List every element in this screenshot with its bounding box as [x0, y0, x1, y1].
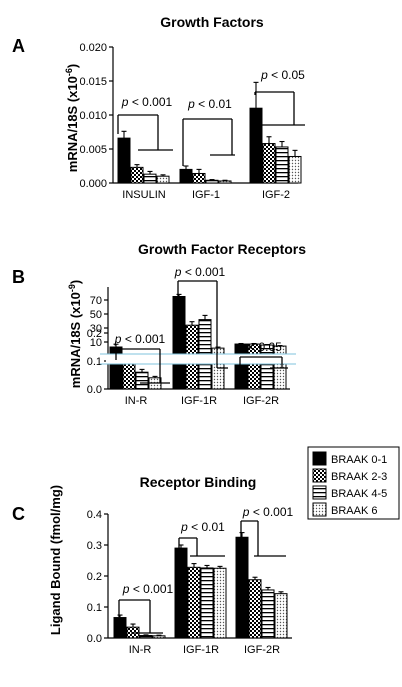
x-category-label-b: IGF-2R — [243, 395, 279, 407]
panel-label-a: A — [12, 36, 25, 56]
x-category-label-c: IGF-1R — [183, 644, 219, 656]
bar-c-3 — [213, 567, 227, 639]
y-tick-label-a: 0.010 — [79, 110, 107, 122]
p-value-label-b: p < 0.001 — [174, 265, 226, 279]
y-tick-label-b: 0.0 — [87, 384, 102, 396]
bar-a-0 — [249, 107, 263, 184]
bar-a-1 — [130, 166, 144, 184]
legend-swatch-3 — [312, 502, 327, 517]
y-tick-label-b: 0.2 — [87, 328, 102, 340]
bar-b-2 — [135, 371, 149, 390]
y-tick-label-b: 50 — [90, 309, 102, 321]
legend-swatch-1 — [312, 468, 327, 483]
y-tick-label-a: 0.015 — [79, 76, 107, 88]
bar-c-2 — [200, 567, 214, 639]
p-value-label-b: p < 0.001 — [114, 332, 166, 346]
bar-a-3 — [288, 155, 302, 184]
p-value-label-a: p < 0.05 — [260, 68, 305, 82]
legend-label-0: BRAAK 0-1 — [331, 454, 387, 466]
y-tick-label-a: 0.020 — [79, 42, 107, 54]
x-category-label-a: IGF-2 — [262, 189, 290, 201]
y-tick-label-c: 0.4 — [87, 509, 102, 521]
y-tick-label-b: 10 — [90, 337, 102, 349]
p-value-label-c: p < 0.001 — [122, 582, 174, 596]
x-category-label-a: IGF-1 — [192, 189, 220, 201]
bar-a-2 — [275, 146, 289, 184]
y-tick-label-b: 0.1 — [87, 356, 102, 368]
y-tick-label-a: 0.000 — [79, 178, 107, 190]
p-value-label-b: p < 0.05 — [237, 340, 282, 354]
bar-c-2 — [261, 589, 275, 639]
bar-a-1 — [192, 172, 206, 184]
bar-a-2 — [143, 173, 157, 184]
bar-c-1 — [248, 579, 262, 639]
y-tick-label-c: 0.0 — [87, 633, 102, 645]
y-tick-label-a: 0.005 — [79, 144, 107, 156]
bar-a-0 — [179, 168, 193, 184]
y-axis-label-c: Ligand Bound (fmol/mg) — [48, 485, 63, 635]
y-tick-label-b: 30 — [90, 323, 102, 335]
bar-c-0 — [235, 536, 249, 639]
chart-title-b: Growth Factor Receptors — [138, 241, 306, 257]
chart-title-c: Receptor Binding — [140, 474, 257, 490]
bar-c-0 — [174, 547, 188, 639]
y-axis-label-b: mRNA/18S (x10-9) — [67, 280, 83, 388]
chart-title-a: Growth Factors — [160, 14, 264, 30]
p-value-label-a: p < 0.01 — [187, 97, 232, 111]
legend-label-3: BRAAK 6 — [331, 505, 377, 517]
legend-swatch-2 — [312, 485, 327, 500]
legend: BRAAK 0-1 BRAAK 2-3 BRAAK 4-5 BRAAK 6 — [307, 446, 400, 520]
x-category-label-a: INSULIN — [122, 189, 165, 201]
bar-c-2 — [139, 635, 153, 639]
bar-c-3 — [274, 593, 288, 639]
bar-a-3 — [156, 175, 170, 184]
bar-a-3 — [218, 180, 232, 184]
bar-c-3 — [152, 635, 166, 639]
bar-a-0 — [117, 137, 131, 184]
legend-swatch-0 — [312, 451, 327, 466]
legend-label-2: BRAAK 4-5 — [331, 488, 387, 500]
p-value-label-c: p < 0.001 — [242, 505, 294, 519]
legend-label-1: BRAAK 2-3 — [331, 471, 387, 483]
bar-a-1 — [262, 143, 276, 184]
x-category-label-c: IN-R — [129, 644, 152, 656]
y-axis-label-a: mRNA/18S (x10-6) — [64, 64, 80, 172]
bar-c-1 — [187, 566, 201, 639]
bar-a-2 — [205, 179, 219, 184]
x-category-label-c: IGF-2R — [244, 644, 280, 656]
bar-b-1 — [122, 360, 136, 390]
y-tick-label-c: 0.2 — [87, 571, 102, 583]
bar-b-0 — [172, 296, 186, 390]
y-tick-label-b: 70 — [90, 295, 102, 307]
x-category-label-b: IGF-1R — [181, 395, 217, 407]
p-value-label-a: p < 0.001 — [121, 95, 173, 109]
panel-label-b: B — [12, 267, 25, 287]
x-category-label-b: IN-R — [125, 395, 148, 407]
axis-break-band — [106, 354, 296, 364]
y-tick-label-c: 0.1 — [87, 602, 102, 614]
panel-label-c: C — [12, 504, 25, 524]
p-value-label-c: p < 0.01 — [180, 520, 225, 534]
y-tick-label-c: 0.3 — [87, 540, 102, 552]
bar-c-0 — [113, 617, 127, 639]
